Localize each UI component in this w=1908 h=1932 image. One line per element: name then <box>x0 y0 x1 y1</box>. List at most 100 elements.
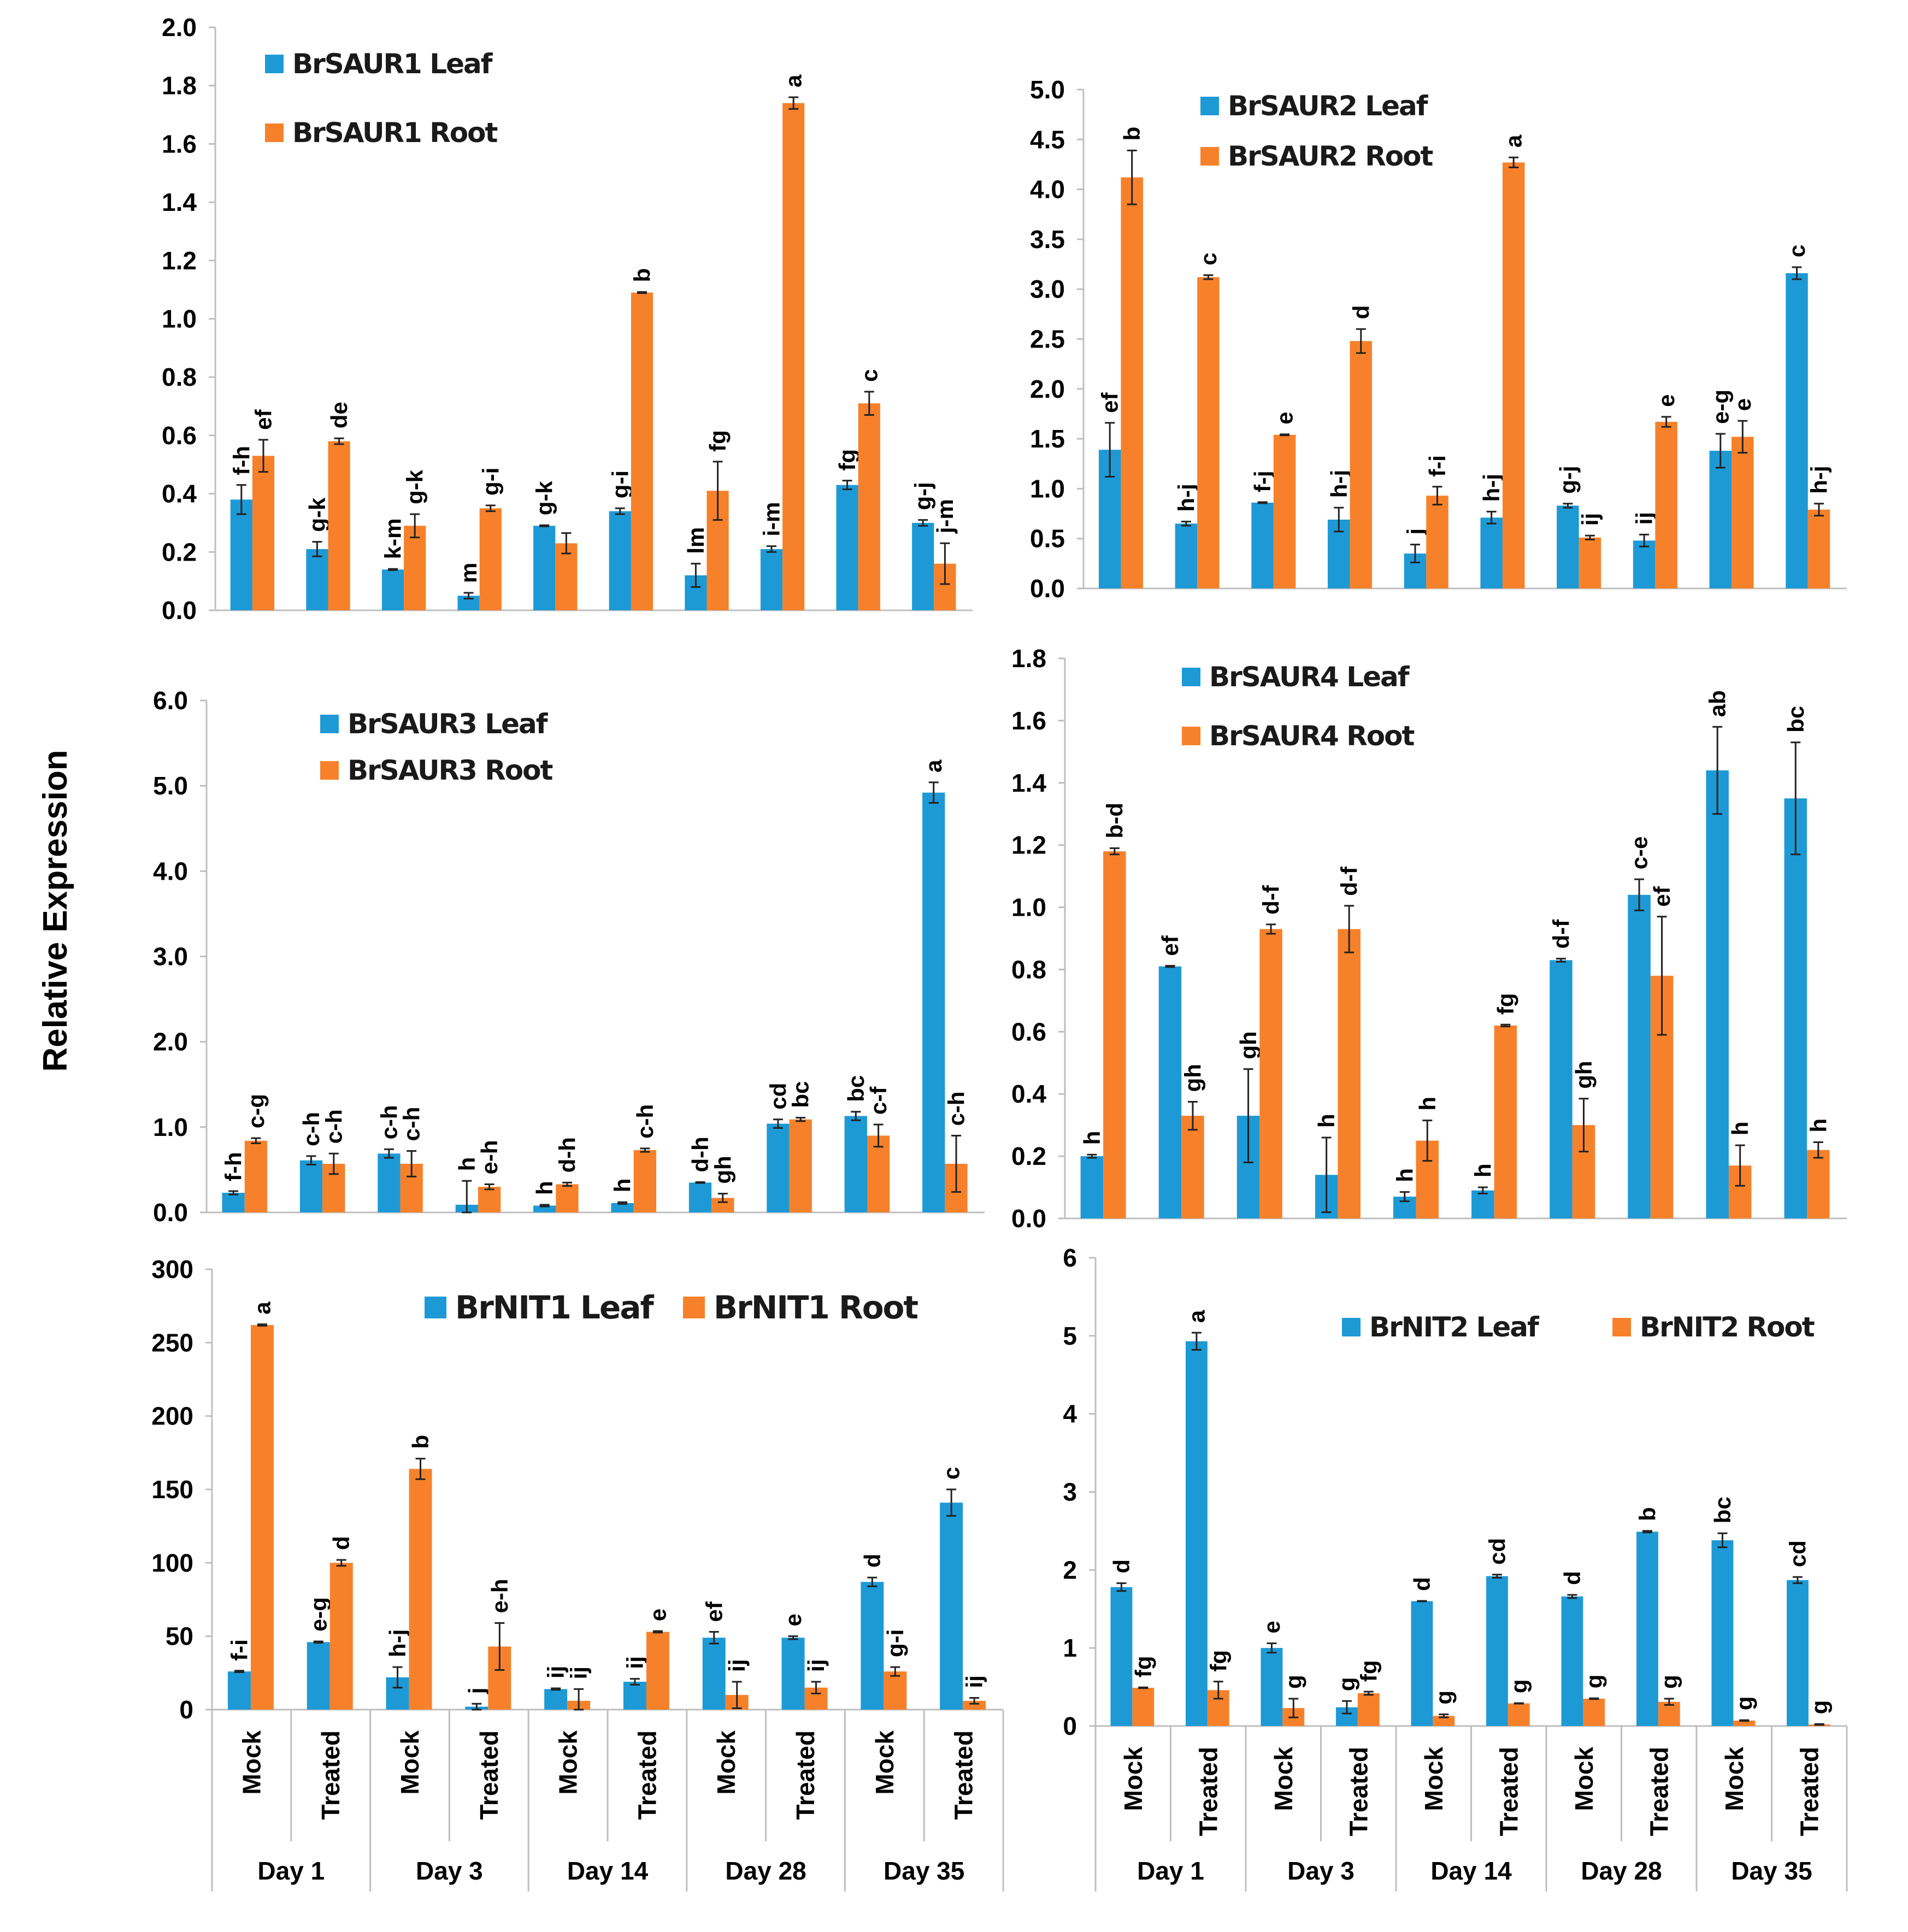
y-tick-label: 200 <box>151 1402 193 1430</box>
root-bar <box>1132 1688 1155 1726</box>
y-tick-label: 250 <box>151 1328 193 1357</box>
significance-letter: e-g <box>305 1597 331 1631</box>
root-bar <box>1807 509 1830 588</box>
leaf-bar <box>381 569 404 610</box>
significance-letter: e <box>1653 394 1679 407</box>
significance-letter: bc <box>1710 1497 1735 1523</box>
y-tick-label: 5.0 <box>153 771 188 800</box>
legend-swatch <box>683 1297 705 1318</box>
root-bar <box>1583 1699 1605 1726</box>
significance-letter: c-f <box>865 1086 891 1115</box>
legend-swatch <box>1612 1318 1631 1336</box>
category-label-treated: Treated <box>633 1730 661 1820</box>
leaf-bar <box>299 1160 323 1212</box>
leaf-bar <box>1261 1648 1283 1726</box>
chart-panel-brsaur3: 0.01.02.03.04.05.06.0f-hc-h c-hhh hd-hcd bc… <box>153 686 985 1227</box>
significance-letter: d-f <box>1548 919 1574 949</box>
root-bar <box>404 526 426 610</box>
root-bar <box>782 103 805 610</box>
leaf-bar <box>378 1153 401 1212</box>
day-group-label: Day 28 <box>725 1857 806 1885</box>
significance-letter: b <box>629 268 655 282</box>
day-group-label: Day 35 <box>884 1857 964 1885</box>
significance-letter: g-k <box>532 481 557 516</box>
significance-letter: fg <box>834 449 860 471</box>
leaf-bar <box>922 792 945 1212</box>
y-tick-label: 1.0 <box>1011 893 1046 922</box>
significance-letter: ef <box>1649 886 1675 906</box>
leaf-bar <box>222 1193 245 1212</box>
significance-letter: bc <box>1783 706 1809 733</box>
significance-letter: c-h <box>298 1112 324 1146</box>
significance-letter: j-m <box>932 499 958 534</box>
root-bar <box>1197 277 1220 589</box>
y-tick-label: 4.0 <box>1030 175 1065 204</box>
root-bar <box>1494 1025 1517 1218</box>
day-group-label: Day 3 <box>416 1857 483 1885</box>
y-tick-label: 1.0 <box>153 1113 188 1141</box>
root-bar <box>1658 1701 1680 1726</box>
significance-letter: j <box>1402 528 1428 535</box>
y-tick-label: 6.0 <box>153 686 188 715</box>
significance-letter: c-h <box>399 1107 425 1141</box>
category-label-treated: Treated <box>1494 1747 1523 1836</box>
significance-letter: bc <box>788 1081 814 1108</box>
legend-label: BrSAUR3 Leaf <box>348 708 549 740</box>
significance-letter: d <box>1409 1577 1435 1591</box>
significance-letter: c-h <box>376 1105 402 1139</box>
significance-letter: a <box>921 759 946 773</box>
y-tick-label: 1.0 <box>1030 474 1065 503</box>
significance-letter: d <box>328 1536 354 1550</box>
leaf-bar <box>781 1638 805 1710</box>
legend-swatch <box>265 123 284 142</box>
legend-swatch <box>1200 97 1219 115</box>
root-bar <box>1502 162 1525 589</box>
category-label-treated: Treated <box>316 1730 345 1820</box>
significance-letter: g-j <box>1555 466 1581 493</box>
leaf-bar <box>306 549 328 610</box>
significance-letter: d <box>1109 1559 1134 1574</box>
significance-letter: ij <box>962 1675 987 1688</box>
y-tick-label: 0.2 <box>1011 1142 1046 1170</box>
root-bar <box>250 1325 274 1710</box>
y-tick-label: 0.0 <box>1030 574 1065 603</box>
leaf-bar <box>1175 523 1198 588</box>
significance-letter: gh <box>1180 1064 1205 1092</box>
root-bar <box>478 1187 501 1212</box>
legend-swatch <box>1182 668 1200 686</box>
significance-letter: j <box>464 1688 490 1695</box>
root-bar <box>1655 422 1677 588</box>
significance-letter: e-g <box>1707 390 1733 424</box>
significance-letter: h <box>1079 1131 1105 1145</box>
leaf-bar <box>1110 1587 1133 1726</box>
y-tick-label: 0.0 <box>1011 1204 1046 1233</box>
significance-letter: fg <box>1493 993 1518 1015</box>
category-label-mock: Mock <box>396 1730 424 1795</box>
y-tick-label: 1.5 <box>1030 425 1065 453</box>
leaf-bar <box>1787 1580 1809 1726</box>
leaf-bar <box>1186 1341 1208 1726</box>
y-tick-label: 1.2 <box>162 246 197 275</box>
significance-letter: lm <box>683 527 709 554</box>
significance-letter: g-i <box>607 470 633 498</box>
significance-letter: bc <box>843 1075 869 1102</box>
day-group-label: Day 1 <box>1137 1857 1204 1885</box>
y-tick-label: 5 <box>1063 1322 1077 1350</box>
significance-letter: g <box>1806 1700 1832 1715</box>
y-tick-label: 0.0 <box>162 596 197 625</box>
root-bar <box>409 1469 432 1710</box>
legend-swatch <box>1342 1318 1361 1336</box>
leaf-bar <box>688 1182 712 1212</box>
significance-letter: c-h <box>944 1091 969 1126</box>
significance-letter: d-h <box>555 1137 580 1173</box>
leaf-bar <box>1711 1540 1734 1726</box>
category-label-mock: Mock <box>870 1730 899 1795</box>
significance-letter: d-f <box>1258 885 1284 915</box>
legend-label: BrSAUR1 Leaf <box>292 48 493 80</box>
significance-letter: ij <box>543 1666 569 1678</box>
root-bar <box>1426 496 1448 588</box>
significance-letter: b-d <box>1102 803 1127 838</box>
category-label-mock: Mock <box>1119 1747 1147 1811</box>
leaf-bar <box>1706 770 1729 1218</box>
